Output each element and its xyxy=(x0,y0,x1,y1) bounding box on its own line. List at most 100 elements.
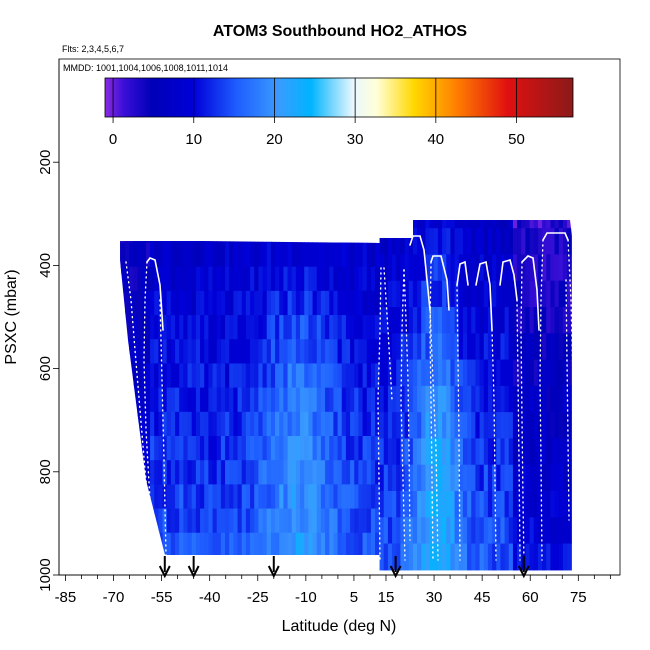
heatmap-cell xyxy=(408,220,414,229)
heatmap-cell xyxy=(341,339,347,365)
heatmap-cell xyxy=(533,307,539,334)
heatmap-cell xyxy=(337,436,343,461)
heatmap-cell xyxy=(175,436,180,461)
heatmap-cell xyxy=(534,149,539,176)
heatmap-cell xyxy=(437,307,443,334)
heatmap-cell xyxy=(387,464,393,492)
heatmap-cell xyxy=(562,438,568,466)
heatmap-cell xyxy=(292,194,297,219)
heatmap-cell xyxy=(283,460,289,485)
heatmap-cell xyxy=(320,436,326,461)
heatmap-cell xyxy=(354,194,359,219)
heatmap-cell xyxy=(279,266,284,292)
heatmap-cell xyxy=(258,266,264,292)
heatmap-cell xyxy=(546,254,552,282)
heatmap-cell xyxy=(475,307,481,334)
heatmap-cell xyxy=(345,460,351,485)
heatmap-cell xyxy=(316,508,322,534)
heatmap-cell xyxy=(525,464,531,492)
heatmap-cell xyxy=(542,176,547,203)
heatmap-cell xyxy=(166,484,172,510)
heatmap-cell xyxy=(512,359,518,387)
heatmap-cell xyxy=(345,363,351,389)
heatmap-cell xyxy=(475,543,481,571)
heatmap-cell xyxy=(383,412,389,440)
heatmap-cell xyxy=(350,436,355,461)
heatmap-cell xyxy=(517,307,522,334)
heatmap-cell xyxy=(191,508,197,534)
heatmap-cell xyxy=(337,363,343,389)
heatmap-cell xyxy=(333,170,338,195)
heatmap-cell xyxy=(241,290,247,316)
heatmap-cell xyxy=(421,254,427,282)
heatmap-cell xyxy=(133,484,139,510)
heatmap-cell xyxy=(316,290,322,316)
heatmap-cell xyxy=(412,517,418,545)
heatmap-cell xyxy=(483,464,489,492)
heatmap-cell xyxy=(212,436,218,461)
heatmap-cell xyxy=(479,464,485,492)
heatmap-cell xyxy=(304,532,310,555)
heatmap-cell xyxy=(291,241,297,244)
heatmap-cell xyxy=(291,508,297,534)
heatmap-cell xyxy=(500,307,506,334)
heatmap-cell xyxy=(129,194,134,219)
heatmap-cell xyxy=(421,228,427,256)
heatmap-cell xyxy=(529,280,535,308)
heatmap-cell xyxy=(245,532,251,555)
heatmap-cell xyxy=(458,359,464,387)
heatmap-cell xyxy=(158,484,164,510)
heatmap-cell xyxy=(220,532,226,555)
heatmap-cell xyxy=(208,266,214,292)
heatmap-cell xyxy=(496,280,502,308)
heatmap-cell xyxy=(300,339,305,365)
heatmap-cell xyxy=(262,339,268,365)
heatmap-cell xyxy=(442,220,447,229)
heatmap-cell xyxy=(455,176,460,203)
heatmap-cell xyxy=(229,241,234,244)
heatmap-cell xyxy=(283,484,289,510)
heatmap-cell xyxy=(558,543,564,571)
heatmap-cell xyxy=(295,484,301,510)
heatmap-cell xyxy=(362,436,368,461)
heatmap-cell xyxy=(442,149,447,176)
heatmap-cell xyxy=(462,438,468,466)
heatmap-cell xyxy=(380,176,385,203)
heatmap-cell xyxy=(467,490,472,518)
heatmap-cell xyxy=(325,242,330,268)
heatmap-cell xyxy=(562,333,568,361)
heatmap-cell xyxy=(325,266,330,292)
heatmap-cell xyxy=(250,484,255,510)
heatmap-cell xyxy=(446,307,452,334)
heatmap-cell xyxy=(188,194,193,219)
heatmap-cell xyxy=(446,176,451,203)
heatmap-cell xyxy=(133,387,139,413)
heatmap-cell xyxy=(258,411,264,437)
heatmap-cell xyxy=(563,176,568,203)
heatmap-cell xyxy=(204,315,209,340)
heatmap-cell xyxy=(400,385,406,413)
heatmap-cell xyxy=(345,484,351,510)
heatmap-cell xyxy=(125,241,130,244)
heatmap-cell xyxy=(504,359,510,387)
heatmap-cell xyxy=(354,339,360,365)
heatmap-cell xyxy=(537,254,543,282)
heatmap-cell xyxy=(496,359,502,387)
heatmap-cell xyxy=(204,508,209,534)
heatmap-cell xyxy=(433,438,439,466)
heatmap-cell xyxy=(212,315,218,340)
heatmap-cell xyxy=(562,490,568,518)
heatmap-cell xyxy=(387,333,393,361)
heatmap-cell xyxy=(316,532,322,555)
heatmap-cell xyxy=(245,363,251,389)
heatmap-cell xyxy=(250,241,255,244)
heatmap-cell xyxy=(225,339,230,365)
heatmap-cell xyxy=(191,315,197,340)
heatmap-cell xyxy=(467,359,472,387)
heatmap-cell xyxy=(183,266,189,292)
heatmap-cell xyxy=(433,333,439,361)
heatmap-cell xyxy=(567,333,572,361)
heatmap-cell xyxy=(325,290,330,316)
heatmap-cell xyxy=(412,543,418,571)
heatmap-cell xyxy=(508,307,514,334)
